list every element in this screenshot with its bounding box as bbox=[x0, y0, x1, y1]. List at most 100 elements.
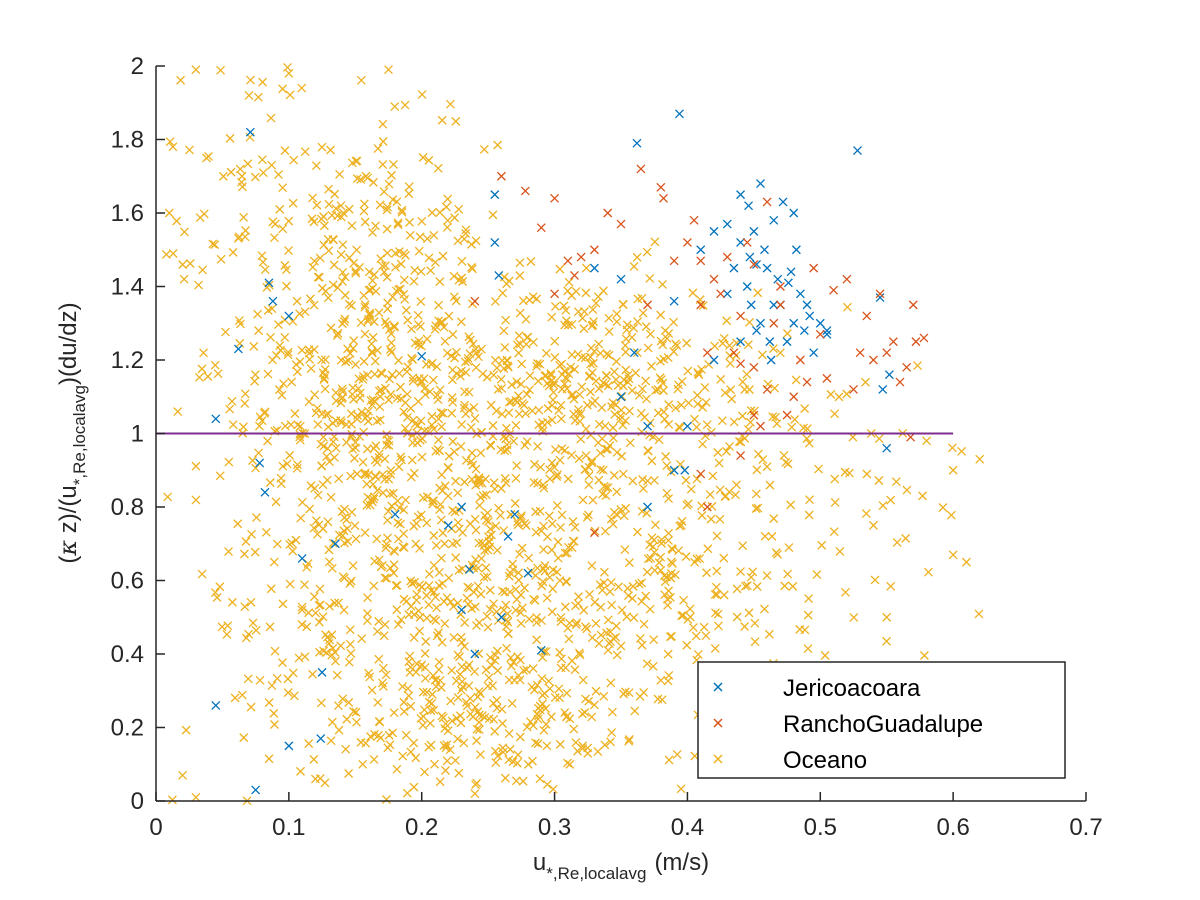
data-point bbox=[637, 578, 647, 588]
data-point bbox=[664, 494, 674, 504]
data-point bbox=[497, 704, 507, 714]
data-point bbox=[434, 435, 443, 445]
data-point bbox=[359, 356, 369, 366]
data-point bbox=[564, 634, 574, 644]
data-point bbox=[732, 584, 742, 594]
data-point bbox=[682, 237, 692, 247]
data-point bbox=[584, 480, 594, 490]
data-point bbox=[435, 277, 445, 287]
data-point bbox=[550, 301, 560, 311]
data-point bbox=[470, 789, 480, 799]
data-point bbox=[643, 476, 653, 486]
data-point bbox=[769, 318, 779, 328]
data-point bbox=[664, 670, 674, 680]
data-point bbox=[587, 456, 597, 466]
data-point bbox=[395, 284, 405, 294]
data-point bbox=[454, 565, 464, 575]
data-point bbox=[555, 693, 565, 703]
data-point bbox=[507, 699, 517, 708]
data-point bbox=[407, 324, 416, 334]
data-point bbox=[718, 338, 728, 348]
data-point bbox=[454, 204, 464, 214]
data-point bbox=[560, 708, 570, 718]
data-point bbox=[270, 219, 280, 229]
data-point bbox=[496, 374, 506, 384]
data-point bbox=[380, 454, 390, 464]
data-point bbox=[886, 581, 896, 591]
data-point bbox=[255, 675, 265, 685]
data-point bbox=[349, 258, 359, 268]
data-point bbox=[363, 416, 373, 426]
data-point bbox=[504, 571, 514, 581]
data-point bbox=[427, 689, 437, 699]
data-point bbox=[450, 213, 460, 223]
data-point bbox=[684, 398, 694, 408]
data-point bbox=[401, 730, 411, 740]
data-point bbox=[319, 441, 329, 451]
data-point bbox=[381, 539, 391, 549]
data-point bbox=[263, 369, 273, 379]
data-point bbox=[366, 732, 376, 742]
data-point bbox=[345, 639, 355, 649]
data-point bbox=[775, 348, 785, 358]
data-point bbox=[331, 396, 341, 406]
data-point bbox=[426, 266, 436, 276]
data-point bbox=[835, 546, 845, 556]
data-point bbox=[338, 267, 348, 277]
data-point bbox=[459, 403, 469, 413]
data-point bbox=[447, 716, 457, 726]
data-point bbox=[749, 362, 759, 372]
data-point bbox=[538, 577, 548, 587]
data-point bbox=[493, 384, 503, 394]
data-point bbox=[377, 561, 387, 570]
data-point bbox=[163, 492, 173, 502]
data-point bbox=[447, 408, 457, 418]
data-point bbox=[222, 630, 232, 639]
data-point bbox=[498, 743, 508, 753]
data-point bbox=[642, 567, 652, 577]
data-point bbox=[405, 217, 414, 227]
data-point bbox=[817, 540, 827, 550]
data-point bbox=[549, 462, 559, 472]
data-point bbox=[191, 792, 201, 802]
data-point bbox=[529, 685, 539, 695]
data-point bbox=[562, 688, 572, 698]
data-point bbox=[496, 171, 506, 181]
data-point bbox=[868, 355, 878, 365]
data-point bbox=[319, 240, 329, 250]
data-point bbox=[471, 780, 480, 790]
data-point bbox=[378, 678, 387, 688]
data-point bbox=[531, 527, 541, 537]
data-point bbox=[647, 533, 657, 543]
data-point bbox=[348, 444, 358, 454]
data-point bbox=[283, 688, 293, 698]
data-point bbox=[702, 502, 712, 512]
data-point bbox=[957, 446, 967, 456]
data-point bbox=[315, 600, 325, 610]
data-point bbox=[384, 395, 394, 405]
data-point bbox=[452, 538, 462, 548]
data-point bbox=[547, 545, 557, 555]
data-point bbox=[431, 540, 441, 550]
data-point bbox=[555, 455, 565, 465]
data-point bbox=[638, 308, 648, 318]
data-point bbox=[878, 384, 888, 394]
data-point bbox=[829, 527, 839, 537]
data-point bbox=[443, 194, 453, 204]
data-point bbox=[228, 247, 238, 257]
data-point bbox=[326, 736, 336, 746]
data-point bbox=[648, 661, 658, 671]
data-point bbox=[533, 376, 543, 386]
data-point bbox=[743, 340, 753, 350]
data-point bbox=[675, 423, 685, 433]
data-point bbox=[285, 90, 295, 100]
data-point bbox=[340, 504, 349, 514]
data-point bbox=[375, 200, 385, 210]
data-point bbox=[404, 691, 414, 701]
data-point bbox=[609, 367, 619, 377]
data-point bbox=[265, 478, 275, 488]
data-point bbox=[358, 374, 368, 384]
data-point bbox=[525, 385, 535, 395]
data-point bbox=[561, 663, 571, 673]
data-point bbox=[593, 747, 603, 756]
